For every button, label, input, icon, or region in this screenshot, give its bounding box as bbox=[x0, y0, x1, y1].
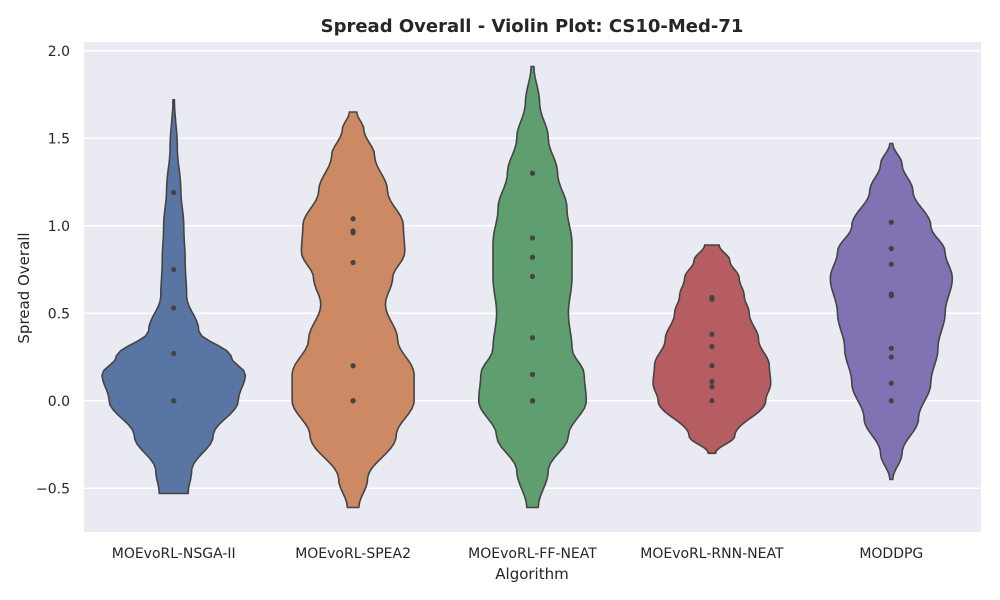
data-point bbox=[171, 398, 177, 404]
data-point bbox=[171, 305, 177, 311]
data-point bbox=[888, 245, 894, 252]
x-axis-ticks: MOEvoRL-NSGA-II MOEvoRL-SPEA2 MOEvoRL-FF-N… bbox=[112, 546, 924, 562]
violin-body bbox=[291, 111, 415, 509]
y-tick-label: 2.0 bbox=[48, 44, 70, 60]
violin-body bbox=[829, 142, 954, 481]
data-point bbox=[529, 235, 536, 241]
data-point bbox=[171, 350, 177, 357]
violins bbox=[101, 65, 954, 509]
data-point bbox=[350, 259, 356, 266]
data-point bbox=[350, 398, 356, 404]
data-point bbox=[529, 398, 536, 404]
data-point bbox=[888, 345, 894, 351]
data-point bbox=[888, 261, 894, 267]
data-point bbox=[888, 380, 894, 386]
data-point bbox=[350, 363, 356, 369]
data-point bbox=[529, 371, 536, 378]
violin-body bbox=[478, 65, 587, 509]
x-tick-label: MODDPG bbox=[859, 546, 923, 562]
data-point bbox=[529, 335, 536, 341]
data-point bbox=[529, 254, 536, 260]
data-point bbox=[709, 378, 715, 385]
x-tick-label: MOEvoRL-RNN-NEAT bbox=[640, 546, 784, 562]
data-point bbox=[350, 230, 356, 236]
data-point bbox=[709, 331, 715, 337]
data-point bbox=[529, 273, 536, 280]
data-point bbox=[709, 398, 715, 404]
data-point bbox=[529, 170, 536, 176]
data-point bbox=[888, 293, 894, 299]
y-tick-label: 0.0 bbox=[48, 394, 70, 410]
y-tick-label: −0.5 bbox=[36, 481, 70, 497]
data-point bbox=[171, 189, 177, 196]
data-point bbox=[709, 343, 715, 350]
x-tick-label: MOEvoRL-NSGA-II bbox=[112, 546, 236, 562]
x-tick-label: MOEvoRL-FF-NEAT bbox=[468, 546, 597, 562]
violin-body bbox=[652, 244, 772, 455]
data-point bbox=[888, 219, 894, 225]
violin-body bbox=[101, 99, 247, 495]
data-point bbox=[709, 363, 715, 369]
data-point bbox=[709, 384, 715, 390]
data-point bbox=[350, 216, 356, 222]
data-point bbox=[888, 354, 894, 360]
data-point bbox=[709, 296, 715, 302]
y-axis-ticks: −0.5 0.0 0.5 1.0 1.5 2.0 bbox=[36, 44, 70, 498]
x-axis-label: Algorithm bbox=[495, 565, 568, 583]
data-point bbox=[171, 266, 177, 273]
y-tick-label: 0.5 bbox=[48, 306, 70, 322]
chart-title: Spread Overall - Violin Plot: CS10-Med-7… bbox=[321, 16, 744, 37]
y-tick-label: 1.0 bbox=[48, 219, 70, 235]
y-tick-label: 1.5 bbox=[48, 131, 70, 147]
x-tick-label: MOEvoRL-SPEA2 bbox=[295, 546, 411, 562]
y-axis-label: Spread Overall bbox=[15, 232, 33, 343]
data-point bbox=[888, 398, 894, 404]
